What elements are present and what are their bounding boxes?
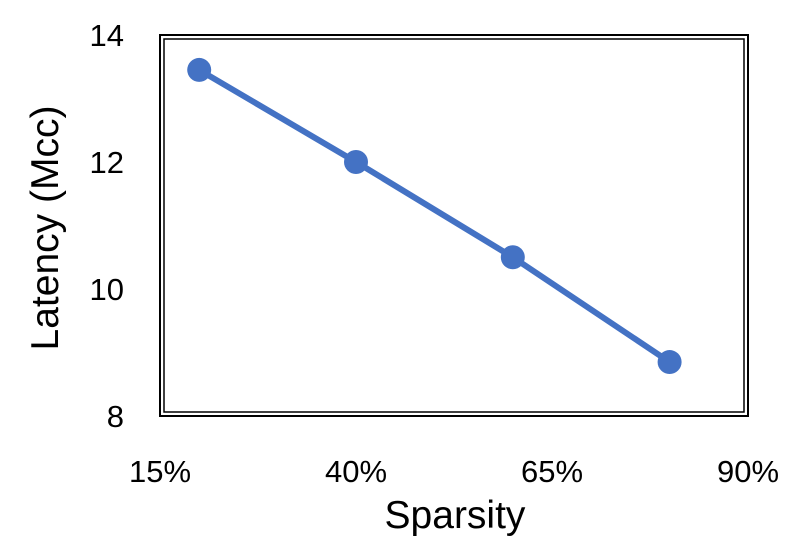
series-line: [197, 67, 672, 365]
data-point: [657, 350, 682, 375]
x-tick-label: 65%: [521, 454, 583, 489]
x-tick-label: 40%: [325, 454, 387, 489]
x-axis-title: Sparsity: [385, 494, 526, 537]
plot-frame-inner: [163, 38, 745, 413]
data-point: [344, 150, 368, 174]
y-tick-label: 10: [90, 272, 124, 307]
data-point: [187, 57, 212, 82]
x-tick-label: 15%: [129, 454, 191, 489]
y-tick-label: 12: [90, 145, 124, 180]
plot-frame-outer: [159, 34, 749, 417]
x-tick-label: 90%: [717, 454, 779, 489]
y-tick-label: 8: [107, 399, 124, 434]
axis-ticks: 15% 40% 65% 90% 8 10 12 14: [90, 18, 780, 489]
data-point: [500, 245, 525, 270]
y-axis-title: Latency (Mcc): [24, 106, 67, 351]
data-series: [187, 57, 682, 375]
y-tick-label: 14: [90, 18, 124, 53]
